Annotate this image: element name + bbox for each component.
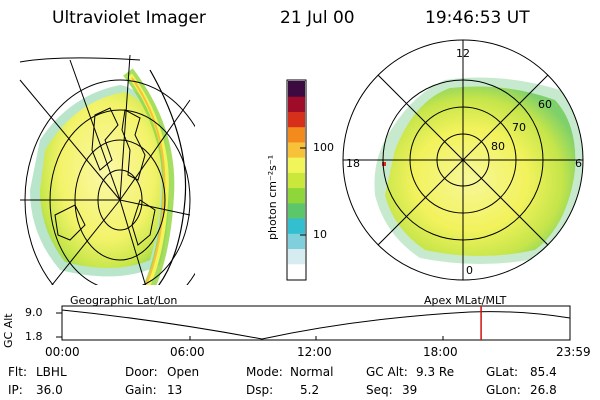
- timeline-x-tick-2359: 23:59: [556, 345, 591, 359]
- timeline-x-tick-1800: 18:00: [423, 345, 458, 359]
- glon-value: 26.8: [530, 383, 557, 397]
- colorbar-swatch: [288, 157, 305, 173]
- colorbar-swatch: [288, 141, 305, 158]
- seq-label: Seq:: [366, 383, 393, 397]
- colorbar-swatch: [288, 172, 305, 189]
- mlt-label-0: 0: [466, 264, 473, 277]
- polar-view: [342, 39, 584, 281]
- colorbar-swatch: [288, 111, 305, 128]
- mode-value: Normal: [290, 365, 334, 379]
- time-label: 19:46:53 UT: [425, 8, 530, 28]
- colorbar-swatch: [288, 96, 305, 112]
- apex-label: Apex MLat/MLT: [424, 294, 507, 307]
- mlat-label-80: 80: [491, 140, 505, 153]
- colorbar-unit-label: photon cm⁻²s⁻¹: [266, 154, 279, 240]
- door-label: Door:: [125, 365, 158, 379]
- mode-label: Mode:: [246, 365, 283, 379]
- colorbar-swatch: [288, 233, 305, 250]
- colorbar-swatch: [288, 218, 305, 234]
- colorbar: [286, 79, 307, 281]
- date-label: 21 Jul 00: [280, 8, 355, 28]
- glat-value: 85.4: [530, 365, 557, 379]
- mlat-label-70: 70: [512, 121, 526, 134]
- colorbar-swatch: [288, 126, 305, 143]
- gain-label: Gain:: [125, 383, 157, 397]
- flt-value: LBHL: [36, 365, 67, 379]
- instrument-title: Ultraviolet Imager: [52, 8, 206, 28]
- colorbar-swatch: [288, 202, 305, 219]
- dsp-value: 5.2: [300, 383, 320, 397]
- altitude-timeline: [56, 305, 571, 341]
- timeline-x-tick-0000: 00:00: [45, 345, 80, 359]
- geographic-label: Geographic Lat/Lon: [70, 294, 178, 307]
- colorbar-tick-100: 100: [313, 141, 334, 154]
- flt-label: Flt:: [8, 365, 27, 379]
- gcalt-label: GC Alt:: [366, 365, 408, 379]
- ip-value: 36.0: [36, 383, 63, 397]
- seq-value: 39: [402, 383, 418, 397]
- colorbar-swatch: [288, 81, 305, 97]
- timeline-x-tick-0600: 06:00: [170, 345, 205, 359]
- gain-value: 13: [167, 383, 183, 397]
- gcalt-value: 9.3 Re: [416, 365, 455, 379]
- colorbar-tick-10: 10: [313, 228, 327, 241]
- mlt-label-12: 12: [456, 47, 470, 60]
- mlat-label-60: 60: [538, 98, 552, 111]
- timeline-y-label: GC Alt: [2, 313, 15, 348]
- colorbar-swatch: [288, 248, 305, 265]
- timeline-y-tick-1-8: 1.8: [25, 330, 43, 343]
- geographic-view: [19, 54, 195, 285]
- ip-label: IP:: [8, 383, 23, 397]
- mlt-label-6: 6: [575, 157, 582, 170]
- timeline-y-tick-9: 9.0: [25, 306, 43, 319]
- colorbar-swatch: [288, 187, 305, 204]
- timeline-x-tick-1200: 12:00: [297, 345, 332, 359]
- glat-label: GLat:: [486, 365, 519, 379]
- colorbar-swatch: [288, 263, 305, 280]
- mlt-label-18: 18: [346, 157, 360, 170]
- door-value: Open: [167, 365, 200, 379]
- dsp-label: Dsp:: [246, 383, 274, 397]
- glon-label: GLon:: [486, 383, 521, 397]
